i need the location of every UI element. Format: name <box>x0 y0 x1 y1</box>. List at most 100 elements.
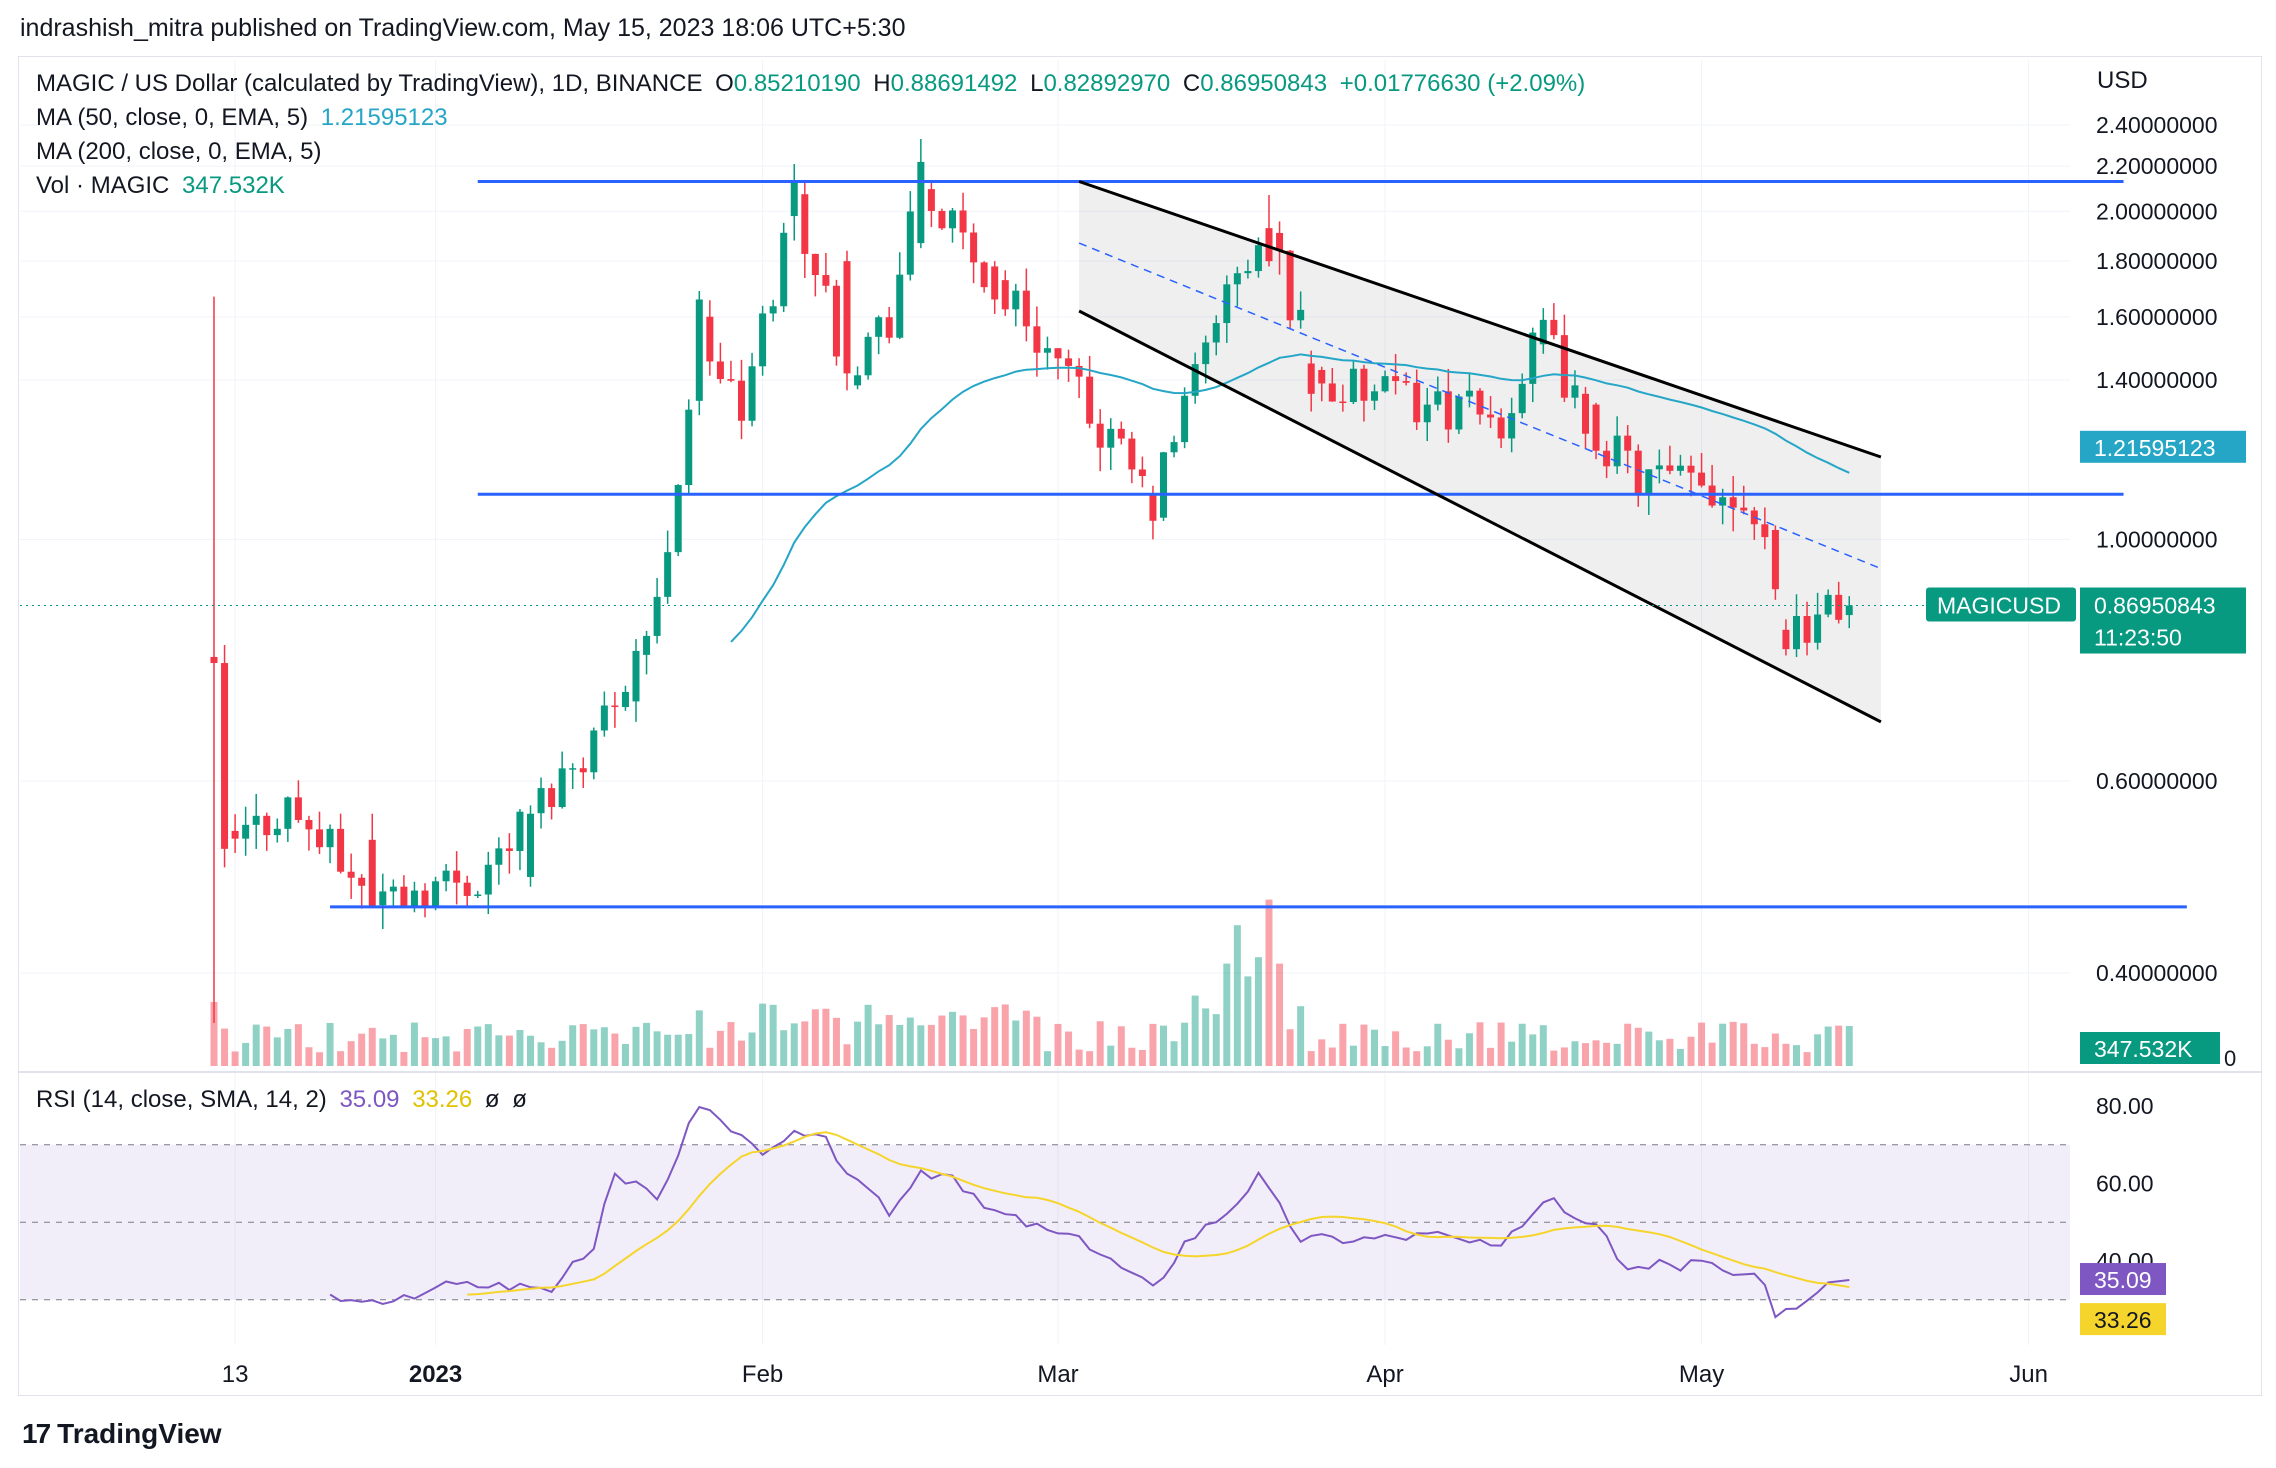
volume-bar <box>558 1040 566 1066</box>
candle-body <box>1170 442 1178 453</box>
volume-bar <box>432 1038 440 1066</box>
volume-bar <box>875 1024 883 1066</box>
volume-bar <box>1392 1031 1400 1066</box>
volume-bar <box>1708 1042 1716 1066</box>
volume-bar <box>1676 1048 1684 1066</box>
price-badge <box>2080 587 2246 654</box>
volume-bar <box>1803 1052 1811 1066</box>
candle-body <box>1676 465 1684 471</box>
price-axis-tick: 2.40000000 <box>2096 112 2218 138</box>
candle-body <box>1244 271 1252 274</box>
candle-body <box>1845 605 1853 616</box>
ma50-badge <box>2080 430 2246 463</box>
candle-body <box>1814 614 1822 643</box>
volume-bar <box>1518 1023 1526 1066</box>
volume-bar <box>484 1024 492 1066</box>
candle-body <box>1318 369 1326 384</box>
legend-rsi-row: RSI (14, close, SMA, 14, 2) 35.09 33.26 … <box>36 1086 533 1114</box>
volume-bar <box>832 1017 840 1066</box>
volume-bar <box>1138 1049 1146 1066</box>
legend-ma50-row: MA (50, close, 0, EMA, 5) 1.21595123 <box>36 104 454 132</box>
candle-body <box>664 552 672 597</box>
volume-bar <box>1582 1043 1589 1066</box>
candle-body <box>1086 376 1094 424</box>
volume-bar <box>1349 1045 1357 1066</box>
candle-body <box>263 815 271 836</box>
legend-close-value: 0.86950843 <box>1200 70 1328 97</box>
legend-open-label: O <box>715 70 734 97</box>
volume-bar <box>1835 1025 1843 1066</box>
candle-body <box>695 299 703 401</box>
volume-bar <box>1086 1051 1094 1066</box>
candle-body <box>1508 413 1516 439</box>
legend-high-value: 0.88691492 <box>890 70 1018 97</box>
candle-body <box>980 262 988 288</box>
candle-body <box>1202 342 1210 365</box>
candle-body <box>1803 616 1811 643</box>
volume-bar <box>389 1034 397 1066</box>
candle-body <box>1022 290 1030 327</box>
time-axis-label: Jun <box>2009 1361 2048 1388</box>
candle-body <box>1012 290 1020 310</box>
volume-bar <box>685 1034 693 1066</box>
price-axis-tick: 0.40000000 <box>2096 960 2218 986</box>
candle-body <box>1297 309 1305 321</box>
volume-bar <box>600 1027 608 1066</box>
volume-bar <box>1603 1042 1611 1066</box>
rsi-ma-badge <box>2080 1303 2166 1336</box>
candle-body <box>252 815 260 825</box>
volume-bar <box>864 1004 872 1066</box>
volume-bar <box>1508 1041 1516 1066</box>
candle-body <box>1655 465 1663 470</box>
volume-bar <box>843 1044 851 1066</box>
candle-body <box>864 336 872 376</box>
candle-body <box>1465 390 1473 397</box>
candle-body <box>410 890 418 906</box>
footer-brand[interactable]: 17 TradingView <box>22 1418 222 1450</box>
volume-bar <box>1212 1014 1220 1066</box>
candle-body <box>463 882 471 896</box>
tradingview-logo-icon: 17 <box>22 1418 51 1449</box>
candle-body <box>495 848 503 865</box>
time-axis-label: 2023 <box>409 1361 462 1388</box>
symbol-badge-text: MAGICUSD <box>1937 593 2061 619</box>
volume-bar <box>854 1021 862 1066</box>
rsi-ma-line <box>467 1131 1850 1296</box>
volume-bar <box>959 1015 967 1066</box>
volume-bar <box>263 1026 271 1066</box>
volume-bar <box>1592 1040 1600 1066</box>
volume-bar <box>548 1047 556 1066</box>
chart-frame <box>18 56 2262 1396</box>
candle-body <box>1265 228 1273 262</box>
candle-body <box>1212 323 1220 343</box>
volume-bar <box>474 1026 482 1066</box>
price-axis-tick: 1.40000000 <box>2096 367 2218 393</box>
candle-body <box>1191 364 1199 396</box>
volume-bar <box>495 1035 503 1066</box>
volume-bar <box>1307 1051 1315 1066</box>
candle-body <box>305 819 313 830</box>
volume-bar <box>221 1028 229 1066</box>
candle-body <box>790 181 798 217</box>
volume-bar <box>896 1024 904 1066</box>
candle-body <box>600 705 608 731</box>
volume-bar <box>748 1032 756 1066</box>
price-axis-tick: 2.20000000 <box>2096 153 2218 179</box>
volume-bar <box>1487 1047 1495 1066</box>
candle-body <box>1371 391 1378 401</box>
candle-body <box>505 848 513 852</box>
candle-body <box>1075 365 1083 377</box>
candle-body <box>1592 404 1600 451</box>
channel-fill <box>1079 181 1881 722</box>
volume-bar <box>1381 1046 1389 1066</box>
volume-bar <box>516 1030 524 1066</box>
legend-rsi-ma-value: 33.26 <box>412 1086 473 1113</box>
candle-body <box>1719 497 1727 506</box>
volume-bar <box>537 1042 545 1066</box>
legend-low-value: 0.82892970 <box>1043 70 1171 97</box>
candle-body <box>1276 232 1284 251</box>
candle-body <box>389 886 397 892</box>
price-axis-tick: 1.00000000 <box>2096 526 2218 552</box>
candle-body <box>221 663 229 849</box>
